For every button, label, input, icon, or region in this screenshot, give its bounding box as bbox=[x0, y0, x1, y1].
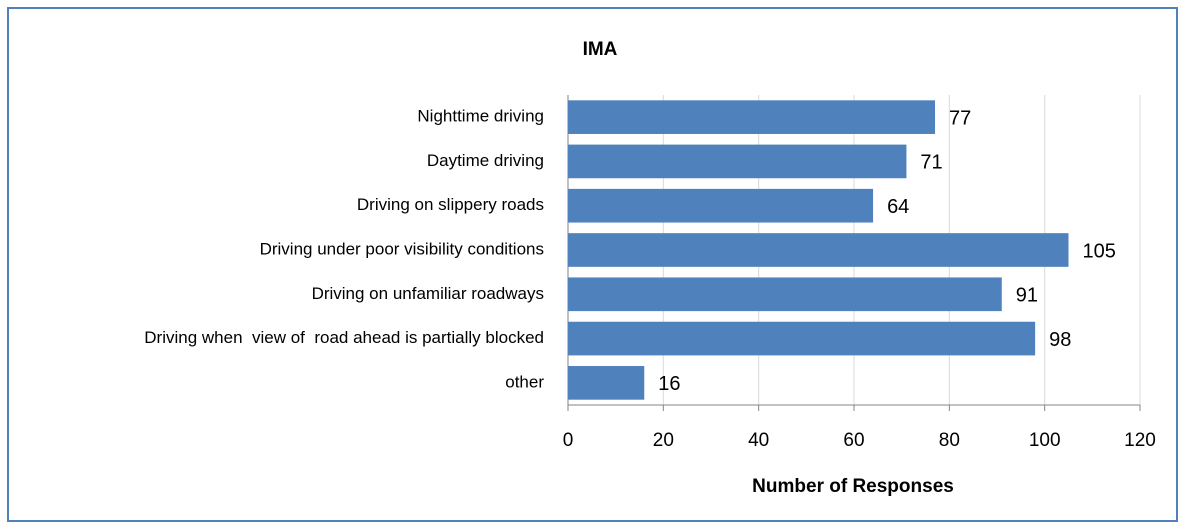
data-label: 71 bbox=[920, 152, 942, 174]
data-label: 16 bbox=[658, 373, 680, 395]
bar bbox=[568, 277, 1002, 312]
x-tick-label: 120 bbox=[1124, 430, 1156, 451]
x-tick-label: 20 bbox=[653, 430, 674, 451]
bar bbox=[568, 366, 645, 400]
y-tick-label: Nighttime driving bbox=[417, 107, 544, 126]
x-axis-label: Number of Responses bbox=[752, 476, 954, 497]
y-tick-label: Driving on unfamiliar roadways bbox=[312, 284, 544, 303]
y-tick-label: other bbox=[505, 372, 544, 391]
x-tick-label: 100 bbox=[1029, 430, 1061, 451]
x-tick-label: 40 bbox=[748, 430, 769, 451]
y-tick-label: Driving under poor visibility conditions bbox=[260, 239, 544, 258]
chart-title: IMA bbox=[583, 39, 618, 60]
y-tick-label: Driving on slippery roads bbox=[357, 195, 544, 214]
data-label: 91 bbox=[1016, 285, 1038, 307]
data-label: 77 bbox=[949, 107, 971, 129]
data-label: 105 bbox=[1083, 240, 1116, 262]
y-tick-label: Daytime driving bbox=[427, 151, 544, 170]
bar bbox=[568, 233, 1069, 267]
x-tick-label: 0 bbox=[563, 430, 574, 451]
bar bbox=[568, 188, 874, 223]
bar bbox=[568, 321, 1036, 356]
bar bbox=[568, 144, 907, 179]
x-tick-label: 60 bbox=[843, 430, 864, 451]
data-label: 64 bbox=[887, 196, 909, 218]
y-tick-label: Driving when view of road ahead is parti… bbox=[144, 328, 544, 347]
data-label: 98 bbox=[1049, 329, 1071, 351]
bar bbox=[568, 100, 936, 134]
x-tick-label: 80 bbox=[939, 430, 960, 451]
